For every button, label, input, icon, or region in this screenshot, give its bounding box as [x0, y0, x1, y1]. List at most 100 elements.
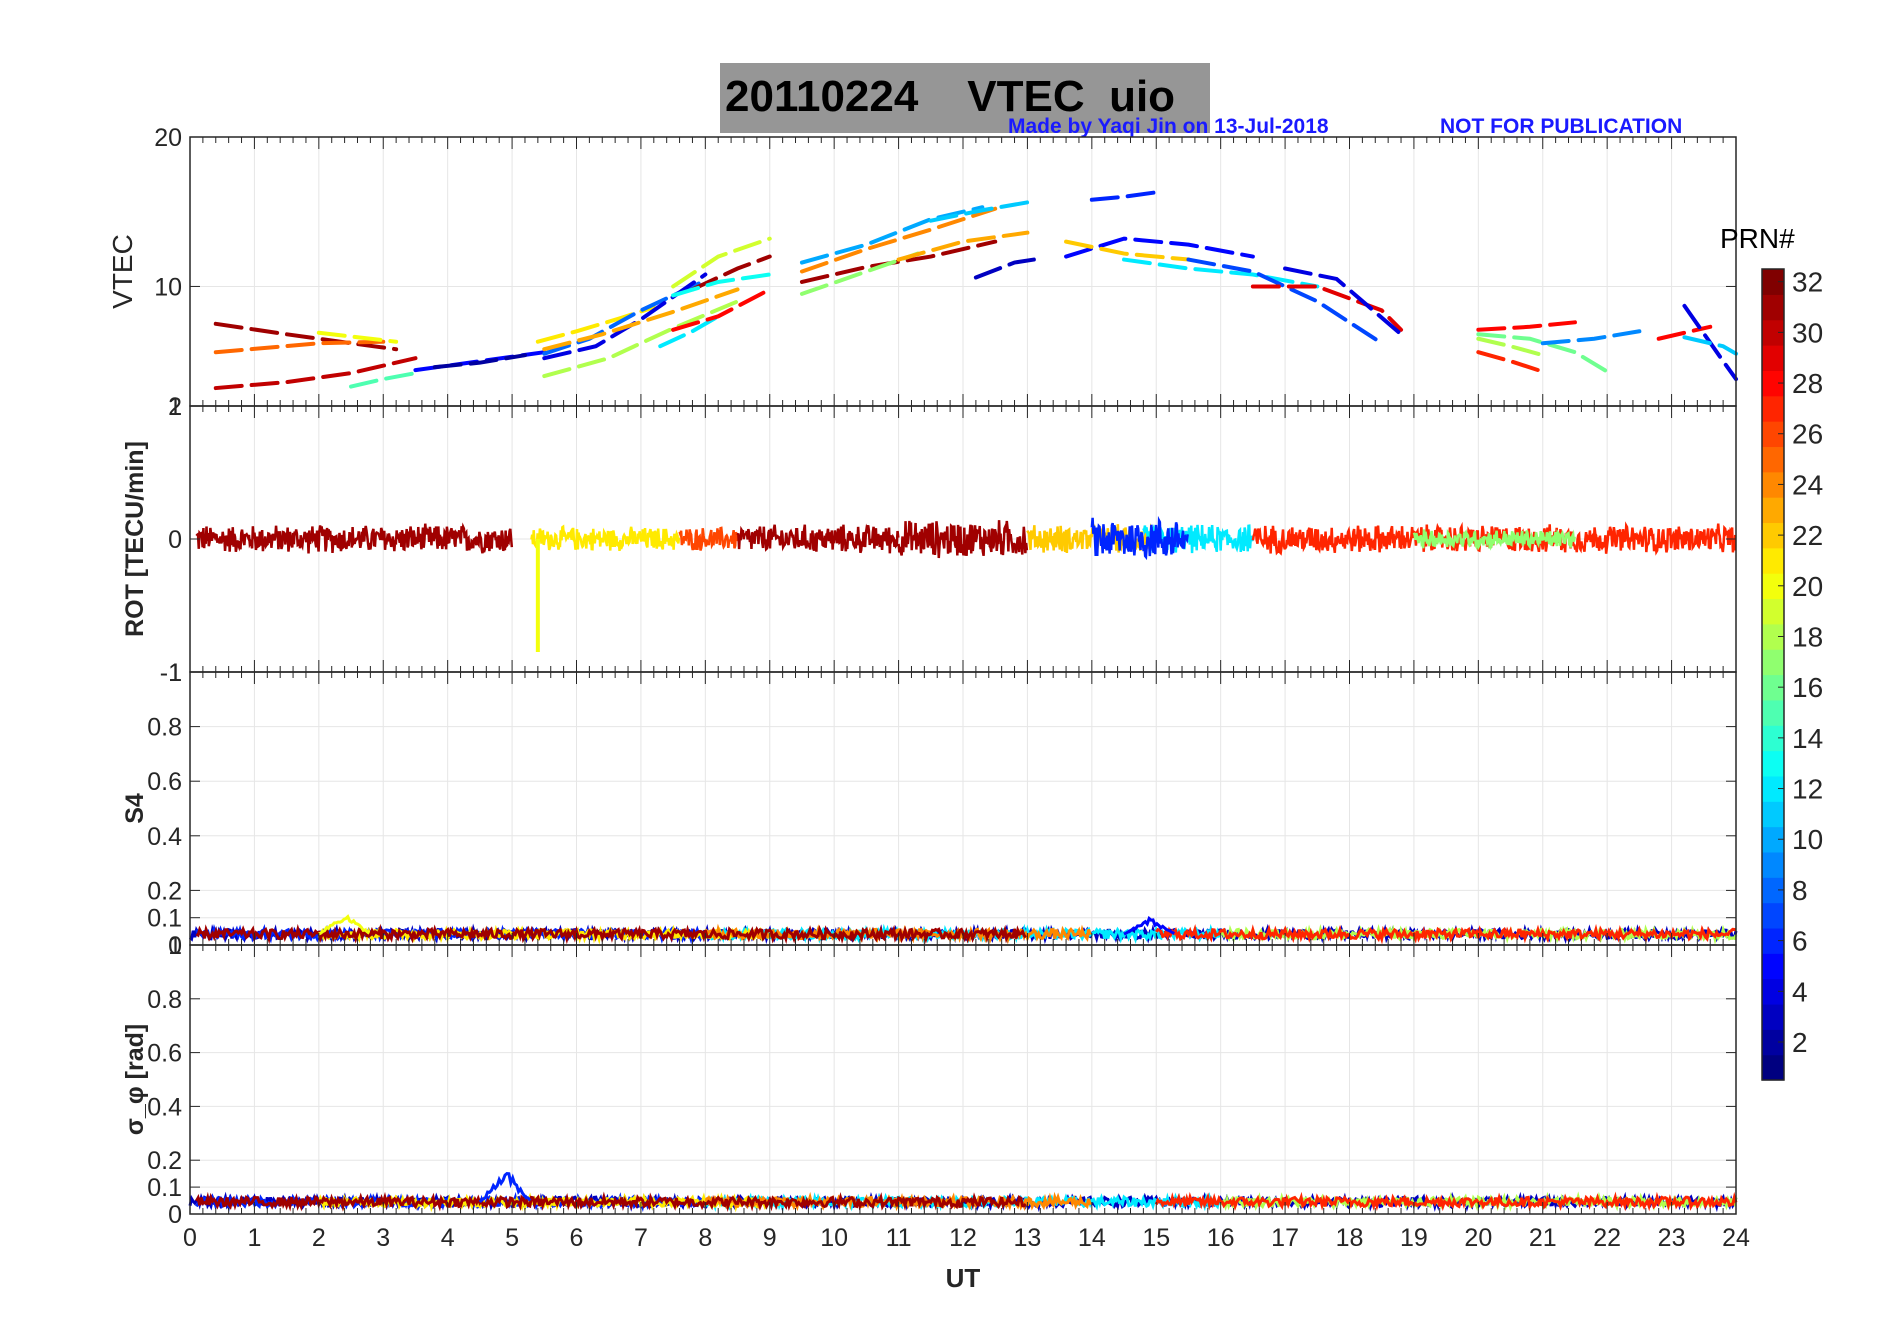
y-tick-label: 20 [154, 124, 182, 152]
vtec-series-prn-12 [658, 314, 721, 349]
panel-sigma_phi: 00.10.20.40.60.81σ_φ [rad]0 1 2 3 4 5 6 7 8 9 10 11… [121, 932, 1750, 1293]
colorbar-cell [1762, 1054, 1784, 1081]
y-tick-label: 1 [168, 393, 182, 421]
x-tick-label: 5 [505, 1224, 519, 1252]
y-tick-label: 0.1 [147, 1174, 182, 1202]
colorbar-cell [1762, 699, 1784, 726]
colorbar-cell [1762, 395, 1784, 422]
colorbar-cell [1762, 649, 1784, 676]
y-tick-label: 0 [168, 1201, 182, 1229]
colorbar-cell [1762, 851, 1784, 878]
vtec-series-prn-12 [1122, 257, 1320, 289]
colorbar-cell [1762, 294, 1784, 321]
colorbar-cell [1762, 623, 1784, 650]
vtec-series-prn-11 [928, 199, 1036, 223]
y-tick-label: 0.1 [147, 905, 182, 933]
colorbar-cell [1762, 902, 1784, 929]
rot-series-prn-31 [897, 520, 1029, 559]
colorbar-cell [1762, 446, 1784, 473]
panel-rot: -1 0 1 ROT [TECU/min] [121, 393, 1737, 687]
colorbar-tick-label: 14 [1792, 723, 1823, 754]
colorbar-cell [1762, 826, 1784, 853]
vtec-series-prn-2 [432, 353, 527, 370]
colorbar-tick-label: 12 [1792, 774, 1823, 805]
colorbar-cell [1762, 522, 1784, 549]
rot-series-prn-31 [195, 522, 514, 554]
colorbar-tick-label: 18 [1792, 621, 1823, 652]
x-tick-label: 3 [376, 1224, 390, 1252]
x-tick-label: 21 [1529, 1224, 1557, 1252]
x-tick-label: 16 [1207, 1224, 1235, 1252]
colorbar-tick-label: 24 [1792, 469, 1823, 500]
colorbar-tick-label: 20 [1792, 571, 1823, 602]
x-tick-label: 0 [183, 1224, 197, 1252]
rot-series-prn-26 [678, 526, 739, 551]
vtec-series-prn-29 [1250, 284, 1404, 332]
vtec-series-prn-4 [1283, 266, 1404, 337]
colorbar-cell [1762, 370, 1784, 397]
y-tick-label: 0 [168, 932, 182, 960]
colorbar-cell [1762, 471, 1784, 498]
sigma_phi-peak-prn-6 [478, 1171, 532, 1203]
rot-series-prn-6 [1090, 515, 1189, 561]
title-station: uio [1109, 72, 1176, 121]
vtec-series-prn-31 [213, 321, 399, 352]
colorbar-cell [1762, 775, 1784, 802]
y-tick-label: 0.8 [147, 714, 182, 742]
x-tick-label: 2 [312, 1224, 326, 1252]
x-axis-label: UT [946, 1263, 981, 1293]
colorbar-tick-label: 2 [1792, 1027, 1808, 1058]
x-tick-label: 10 [820, 1224, 848, 1252]
x-tick-label: 11 [886, 1224, 912, 1252]
colorbar-cell [1762, 497, 1784, 524]
x-tick-label: 8 [698, 1224, 712, 1252]
colorbar-tick-label: 22 [1792, 520, 1823, 551]
y-tick-label: 0 [168, 526, 182, 554]
x-tick-label: 9 [763, 1224, 777, 1252]
vtec-series-prn-10 [799, 205, 985, 265]
x-tick-label: 4 [441, 1224, 455, 1252]
colorbar-tick-label: 26 [1792, 419, 1823, 450]
vtec-series-prn-9 [1540, 329, 1642, 346]
vtec-series-prn-30 [213, 356, 418, 391]
panel-s4: 00.10.2 0.4 0.6 0.8 1 S4 [121, 659, 1738, 960]
panel-vtec: 2 10 20 VTEC [107, 124, 1738, 421]
x-tick-label: 19 [1400, 1224, 1428, 1252]
colorbar-cell [1762, 674, 1784, 701]
y-axis-label-vtec: VTEC [107, 234, 138, 309]
vtec-series-prn-31 [690, 254, 772, 292]
vtec-series-prn-8 [542, 278, 708, 356]
vtec-series-prn-17 [799, 251, 920, 296]
colorbar-tick-label: 4 [1792, 976, 1808, 1007]
colorbar-cell [1762, 978, 1784, 1005]
colorbar-cell [1762, 598, 1784, 625]
rot-series-prn-31 [736, 523, 900, 554]
colorbar-cell [1762, 1029, 1784, 1056]
y-tick-label: 10 [154, 273, 182, 301]
title-date: 20110224 [725, 72, 919, 121]
title-quantity: VTEC [967, 72, 1085, 121]
y-tick-label: 0.4 [147, 1093, 182, 1121]
vtec-series-prn-28 [1476, 320, 1577, 332]
s4-peak-prn-5 [1123, 915, 1175, 936]
s4-series-prn-31 [195, 923, 1027, 945]
y-tick-label: 1 [168, 932, 182, 960]
rot-series-prn-21 [530, 524, 681, 552]
colorbar-tick-label: 30 [1792, 317, 1823, 348]
x-tick-label: 15 [1142, 1224, 1170, 1252]
colorbar-tick-label: 6 [1792, 926, 1808, 957]
x-tick-label: 12 [949, 1224, 977, 1252]
vtec-series-prn-28 [1656, 324, 1713, 341]
vtec-series-prn-16 [1476, 332, 1610, 374]
x-tick-label: 18 [1336, 1224, 1364, 1252]
colorbar-frame [1761, 268, 1785, 1081]
chart-title: 20110224 VTEC uio [725, 72, 1175, 122]
vtec-series-prn-21 [535, 305, 656, 344]
s4-peak-prn-20 [318, 914, 370, 936]
y-tick-label: -1 [160, 659, 182, 687]
y-tick-label: 0.4 [147, 823, 182, 851]
x-tick-label: 13 [1014, 1224, 1042, 1252]
vtec-series-prn-31 [799, 239, 998, 284]
rot-series-prn-17 [1412, 528, 1576, 551]
vtec-series-prn-5 [1064, 236, 1255, 259]
